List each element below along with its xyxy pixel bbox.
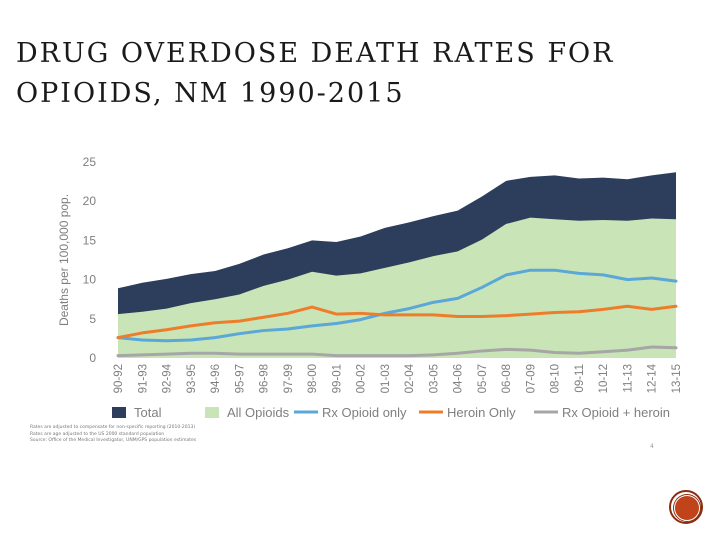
x-tick-label: 93-95 bbox=[186, 364, 198, 393]
legend-label-rx-opioid-only: Rx Opioid only bbox=[322, 405, 407, 420]
x-tick-label: 90-92 bbox=[113, 364, 125, 393]
legend-label-total: Total bbox=[134, 405, 162, 420]
chart-legend: Total All Opioids Rx Opioid only Heroin Onl… bbox=[112, 405, 670, 420]
x-tick-label: 07-09 bbox=[525, 364, 537, 393]
x-tick-label: 12-14 bbox=[647, 363, 659, 393]
x-tick-label: 91-93 bbox=[137, 364, 149, 393]
y-axis-label: Deaths per 100,000 pop. bbox=[57, 194, 71, 326]
x-tick-label: 09-11 bbox=[574, 364, 586, 393]
y-tick-label: 15 bbox=[83, 233, 97, 247]
circle-button-icon[interactable] bbox=[669, 490, 703, 524]
y-tick-label: 20 bbox=[83, 194, 97, 208]
x-tick-label: 97-99 bbox=[283, 364, 295, 393]
x-tick-label: 92-94 bbox=[162, 363, 174, 393]
x-tick-label: 98-00 bbox=[307, 364, 319, 393]
chart-footnotes: Rates are adjusted to compensate for non… bbox=[30, 425, 450, 445]
circle-button-inner bbox=[674, 495, 700, 521]
x-tick-label: 05-07 bbox=[477, 364, 489, 393]
legend-swatch-total bbox=[112, 407, 126, 418]
x-tick-label: 00-02 bbox=[356, 364, 368, 393]
x-tick-label: 11-13 bbox=[622, 364, 634, 393]
footnote: Source: Office of the Medical Investigat… bbox=[30, 438, 450, 445]
slide-title-line-1: DRUG OVERDOSE DEATH RATES FOR bbox=[16, 34, 706, 74]
legend-swatch-all-opioids bbox=[205, 407, 219, 418]
x-tick-label: 96-98 bbox=[259, 364, 271, 393]
x-tick-label: 99-01 bbox=[331, 364, 343, 393]
page-number: 4 bbox=[650, 443, 654, 450]
x-tick-label: 01-03 bbox=[380, 364, 392, 393]
slide-title: DRUG OVERDOSE DEATH RATES FOR OPIOIDS, N… bbox=[16, 34, 706, 114]
x-tick-label: 13-15 bbox=[671, 364, 683, 393]
opioid-death-rates-chart: 0 5 10 15 20 25 90-92 91-93 92-94 93-95 94-96 95-9… bbox=[40, 140, 700, 430]
x-tick-label: 03-05 bbox=[428, 364, 440, 393]
x-tick-label: 06-08 bbox=[501, 364, 513, 393]
y-tick-label: 5 bbox=[89, 312, 96, 326]
y-tick-label: 10 bbox=[83, 273, 97, 287]
legend-label-heroin-only: Heroin Only bbox=[447, 405, 516, 420]
y-tick-label: 25 bbox=[83, 155, 97, 169]
x-tick-label: 95-97 bbox=[234, 364, 246, 393]
x-tick-label: 04-06 bbox=[453, 364, 465, 393]
legend-label-rx-opioid-heroin: Rx Opioid + heroin bbox=[562, 405, 670, 420]
x-tick-label: 02-04 bbox=[404, 363, 416, 393]
x-tick-label: 08-10 bbox=[550, 364, 562, 393]
legend-label-all-opioids: All Opioids bbox=[227, 405, 290, 420]
y-tick-label: 0 bbox=[89, 351, 96, 365]
slide-title-line-2: OPIOIDS, NM 1990-2015 bbox=[16, 74, 706, 114]
x-tick-label: 94-96 bbox=[210, 364, 222, 393]
footnote: Rates are adjusted to compensate for non… bbox=[30, 425, 450, 432]
x-tick-label: 10-12 bbox=[598, 364, 610, 393]
